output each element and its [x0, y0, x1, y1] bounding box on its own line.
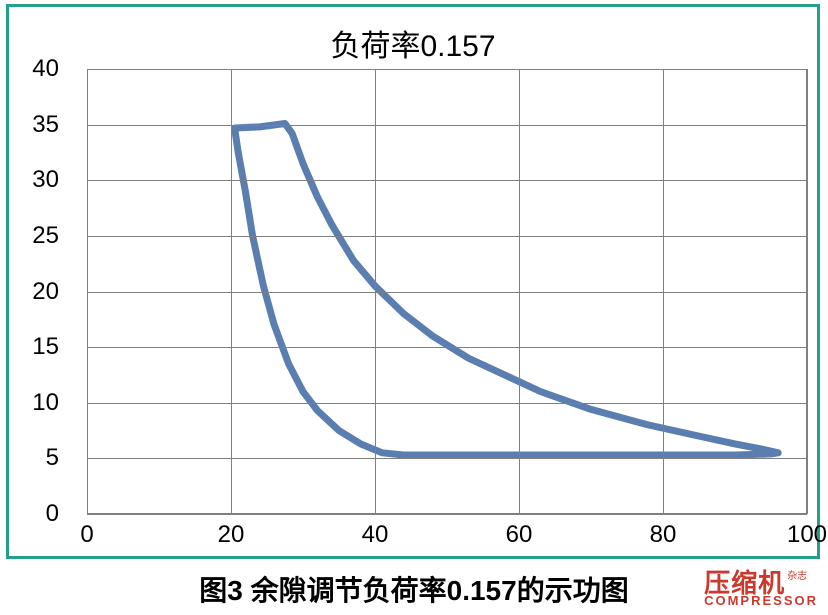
- ytick-label: 10: [9, 389, 59, 417]
- chart-frame: 负荷率0.157 0510152025303540020406080100: [6, 4, 820, 559]
- xtick-label: 20: [218, 521, 245, 549]
- gridline-v: [807, 69, 808, 514]
- watermark-sub: 杂志: [787, 572, 807, 582]
- ytick-label: 5: [9, 444, 59, 472]
- xtick-label: 40: [362, 521, 389, 549]
- figure-container: 负荷率0.157 0510152025303540020406080100 图3…: [0, 0, 828, 615]
- xtick-label: 100: [787, 521, 827, 549]
- ytick-label: 20: [9, 278, 59, 306]
- plot-area: [87, 69, 807, 514]
- gridline-h: [87, 514, 807, 515]
- gridline-v: [519, 69, 520, 514]
- gridline-h: [87, 236, 807, 237]
- gridline-h: [87, 125, 807, 126]
- gridline-h: [87, 69, 807, 70]
- ytick-label: 25: [9, 222, 59, 250]
- ytick-label: 40: [9, 55, 59, 83]
- xtick-label: 0: [80, 521, 93, 549]
- chart-title: 负荷率0.157: [9, 21, 817, 65]
- gridline-h: [87, 347, 807, 348]
- ytick-label: 15: [9, 333, 59, 361]
- xtick-label: 60: [506, 521, 533, 549]
- watermark-logo: 压缩机杂志 COMPRESSOR: [704, 570, 818, 607]
- xtick-label: 80: [650, 521, 677, 549]
- watermark-en: COMPRESSOR: [704, 594, 818, 607]
- gridline-v: [87, 69, 88, 514]
- ytick-label: 0: [9, 500, 59, 528]
- ytick-label: 35: [9, 111, 59, 139]
- gridline-v: [231, 69, 232, 514]
- gridline-h: [87, 180, 807, 181]
- ytick-label: 30: [9, 166, 59, 194]
- gridline-v: [663, 69, 664, 514]
- gridline-v: [375, 69, 376, 514]
- gridline-h: [87, 292, 807, 293]
- gridline-h: [87, 403, 807, 404]
- gridline-h: [87, 458, 807, 459]
